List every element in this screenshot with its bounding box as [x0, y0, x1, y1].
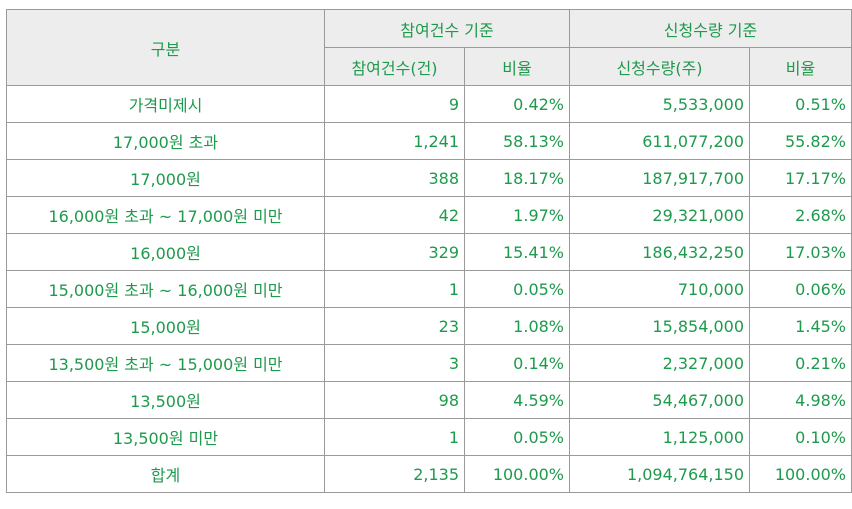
row-qty: 2,327,000: [569, 344, 750, 382]
row-count: 3: [324, 344, 465, 382]
table-row: 16,000원 초과 ~ 17,000원 미만 42 1.97% 29,321,000…: [6, 196, 852, 234]
table-row: 13,500원 초과 ~ 15,000원 미만 3 0.14% 2,327,000 0.…: [6, 344, 852, 382]
row-label: 17,000원: [6, 159, 325, 197]
row-qty: 187,917,700: [569, 159, 750, 197]
row-qty: 710,000: [569, 270, 750, 308]
row-qty-ratio: 4.98%: [749, 381, 852, 419]
row-qty: 5,533,000: [569, 85, 750, 123]
row-qty-ratio: 0.51%: [749, 85, 852, 123]
row-qty-ratio: 0.10%: [749, 418, 852, 456]
row-qty-ratio: 2.68%: [749, 196, 852, 234]
row-qty: 29,321,000: [569, 196, 750, 234]
row-qty: 186,432,250: [569, 233, 750, 271]
header-participation-count: 참여건수(건): [324, 47, 465, 86]
row-count: 1: [324, 418, 465, 456]
row-count: 42: [324, 196, 465, 234]
row-label: 16,000원 초과 ~ 17,000원 미만: [6, 196, 325, 234]
row-count: 388: [324, 159, 465, 197]
header-participation-ratio: 비율: [464, 47, 570, 86]
row-count: 1: [324, 270, 465, 308]
row-count-ratio: 0.42%: [464, 85, 570, 123]
row-count-ratio: 1.97%: [464, 196, 570, 234]
row-label: 16,000원: [6, 233, 325, 271]
row-count-ratio: 4.59%: [464, 381, 570, 419]
row-qty: 1,125,000: [569, 418, 750, 456]
demand-forecast-table: 구분 참여건수 기준 신청수량 기준 참여건수(건) 비율 신청수량(주) 비율…: [6, 9, 852, 493]
row-qty: 15,854,000: [569, 307, 750, 345]
row-qty: 611,077,200: [569, 122, 750, 160]
row-count-ratio: 0.05%: [464, 270, 570, 308]
table-row: 가격미제시 9 0.42% 5,533,000 0.51%: [6, 85, 852, 123]
row-label: 17,000원 초과: [6, 122, 325, 160]
row-qty-ratio: 17.03%: [749, 233, 852, 271]
row-qty: 54,467,000: [569, 381, 750, 419]
table-row: 15,000원 초과 ~ 16,000원 미만 1 0.05% 710,000 0.06…: [6, 270, 852, 308]
row-qty-ratio: 17.17%: [749, 159, 852, 197]
row-count-ratio: 0.14%: [464, 344, 570, 382]
row-count: 1,241: [324, 122, 465, 160]
total-label: 합계: [6, 455, 325, 493]
row-count: 23: [324, 307, 465, 345]
total-count: 2,135: [324, 455, 465, 493]
header-category: 구분: [6, 9, 325, 86]
table-row: 16,000원 329 15.41% 186,432,250 17.03%: [6, 233, 852, 271]
row-count-ratio: 18.17%: [464, 159, 570, 197]
row-count-ratio: 15.41%: [464, 233, 570, 271]
row-label: 가격미제시: [6, 85, 325, 123]
row-qty-ratio: 0.06%: [749, 270, 852, 308]
row-qty-ratio: 0.21%: [749, 344, 852, 382]
header-application-ratio: 비율: [749, 47, 852, 86]
row-count-ratio: 0.05%: [464, 418, 570, 456]
table-body: 가격미제시 9 0.42% 5,533,000 0.51% 17,000원 초과 1,241…: [6, 85, 852, 456]
total-count-ratio: 100.00%: [464, 455, 570, 493]
table-row: 15,000원 23 1.08% 15,854,000 1.45%: [6, 307, 852, 345]
row-count: 98: [324, 381, 465, 419]
header-group-application: 신청수량 기준: [569, 9, 852, 48]
header-application-qty: 신청수량(주): [569, 47, 750, 86]
total-qty-ratio: 100.00%: [749, 455, 852, 493]
row-label: 15,000원: [6, 307, 325, 345]
row-label: 13,500원 미만: [6, 418, 325, 456]
row-count: 9: [324, 85, 465, 123]
table-row: 13,500원 미만 1 0.05% 1,125,000 0.10%: [6, 418, 852, 456]
row-count: 329: [324, 233, 465, 271]
header-group-participation: 참여건수 기준: [324, 9, 570, 48]
row-qty-ratio: 1.45%: [749, 307, 852, 345]
table-row: 17,000원 초과 1,241 58.13% 611,077,200 55.82%: [6, 122, 852, 160]
row-label: 13,500원: [6, 381, 325, 419]
row-label: 15,000원 초과 ~ 16,000원 미만: [6, 270, 325, 308]
table-row: 13,500원 98 4.59% 54,467,000 4.98%: [6, 381, 852, 419]
row-label: 13,500원 초과 ~ 15,000원 미만: [6, 344, 325, 382]
row-qty-ratio: 55.82%: [749, 122, 852, 160]
total-row: 합계 2,135 100.00% 1,094,764,150 100.00%: [6, 455, 852, 493]
total-qty: 1,094,764,150: [569, 455, 750, 493]
row-count-ratio: 58.13%: [464, 122, 570, 160]
table-row: 17,000원 388 18.17% 187,917,700 17.17%: [6, 159, 852, 197]
row-count-ratio: 1.08%: [464, 307, 570, 345]
